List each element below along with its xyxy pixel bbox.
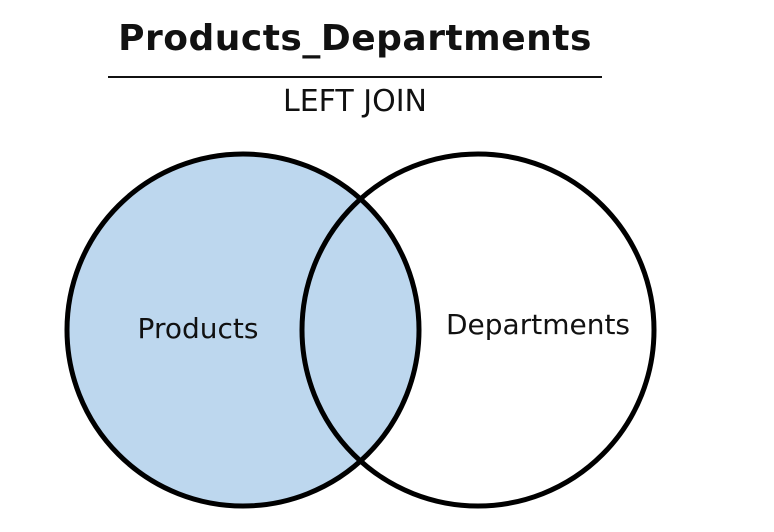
products-circle [67, 154, 419, 506]
departments-circle [299, 151, 657, 509]
departments-label: Departments [446, 308, 630, 341]
title-divider [108, 76, 602, 78]
products-circle-outline [64, 151, 422, 509]
diagram-subtitle: LEFT JOIN [282, 84, 427, 119]
diagram-title: Products_Departments [118, 18, 592, 59]
products-label: Products [138, 312, 259, 345]
